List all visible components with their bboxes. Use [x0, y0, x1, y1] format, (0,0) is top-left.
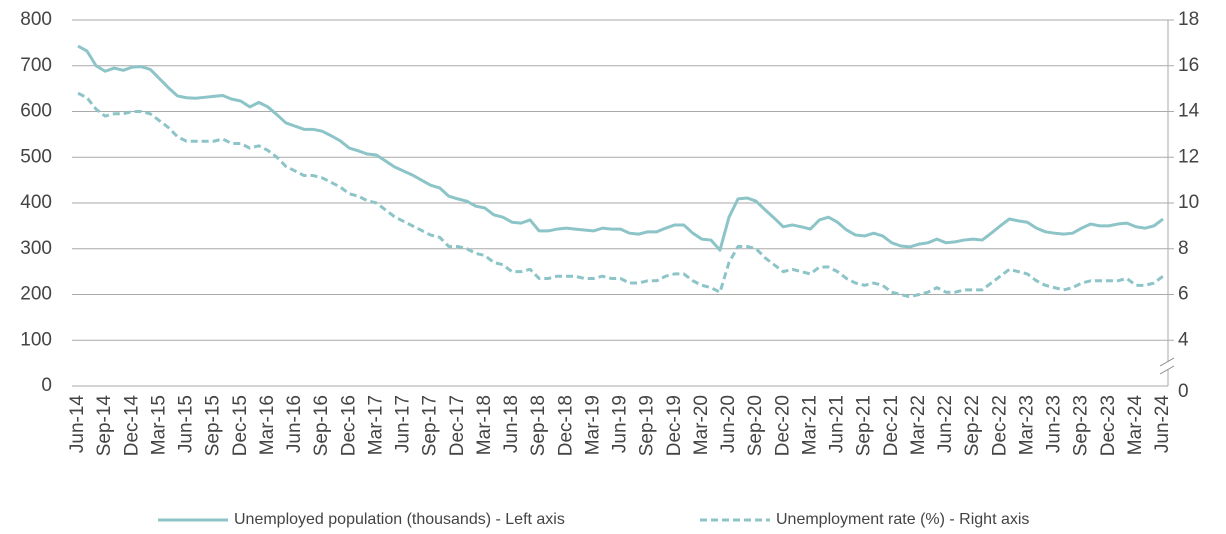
- x-tick-label: Dec-23: [1098, 395, 1119, 456]
- y-tick-label: 100: [20, 329, 52, 350]
- x-tick-label: Jun-20: [718, 395, 739, 453]
- x-tick-label: Sep-21: [854, 395, 875, 456]
- axis-break: [1159, 357, 1175, 367]
- x-tick-label: Mar-19: [582, 395, 603, 455]
- x-tick-label: Dec-17: [447, 395, 468, 456]
- y-tick-label: 0: [41, 375, 52, 396]
- x-tick-label: Mar-18: [474, 395, 495, 455]
- y-tick-label: 500: [20, 146, 52, 167]
- x-tick-label: Jun-17: [393, 395, 414, 453]
- y2-tick-label: 12: [1178, 146, 1199, 167]
- x-tick-label: Sep-23: [1071, 395, 1092, 456]
- x-tick-label: Jun-21: [827, 395, 848, 453]
- series-line: [77, 44, 1164, 252]
- x-tick-label: Mar-20: [691, 395, 712, 455]
- x-tick-label: Dec-22: [989, 395, 1010, 456]
- x-tick-label: Mar-17: [365, 395, 386, 455]
- x-tick-label: Jun-22: [935, 395, 956, 453]
- x-tick-label: Mar-24: [1125, 395, 1146, 456]
- y-tick-label: 200: [20, 284, 52, 305]
- x-tick-label: Dec-18: [555, 395, 576, 456]
- y-tick-label: 700: [20, 55, 52, 76]
- x-tick-label: Mar-15: [148, 395, 169, 455]
- x-tick-label: Sep-20: [745, 395, 766, 456]
- x-tick-label: Dec-14: [121, 395, 142, 457]
- x-tick-label: Dec-20: [772, 395, 793, 456]
- legend-label: Unemployed population (thousands) - Left…: [234, 511, 565, 528]
- x-tick-label: Sep-16: [311, 395, 332, 456]
- series-line: [77, 91, 1164, 299]
- y2-break-label: 0: [1178, 381, 1189, 402]
- legend-label: Unemployment rate (%) - Right axis: [776, 511, 1029, 528]
- x-tick-label: Dec-15: [230, 395, 251, 456]
- x-tick-label: Dec-19: [664, 395, 685, 456]
- y2-tick-label: 4: [1178, 329, 1189, 350]
- y-tick-label: 800: [20, 9, 52, 30]
- x-tick-label: Sep-14: [94, 395, 115, 457]
- axis-break: [1159, 365, 1175, 375]
- x-tick-label: Jun-15: [176, 395, 197, 453]
- y2-tick-label: 8: [1178, 238, 1189, 259]
- x-tick-label: Dec-21: [881, 395, 902, 456]
- x-tick-label: Jun-19: [610, 395, 631, 453]
- y2-tick-label: 18: [1178, 9, 1199, 30]
- y2-tick-label: 14: [1178, 101, 1200, 122]
- y-tick-label: 300: [20, 238, 52, 259]
- x-tick-label: Jun-14: [67, 395, 88, 454]
- x-tick-label: Mar-22: [908, 395, 929, 455]
- y-tick-label: 400: [20, 192, 52, 213]
- x-tick-label: Sep-22: [962, 395, 983, 456]
- x-tick-label: Jun-23: [1044, 395, 1065, 453]
- x-tick-label: Mar-21: [799, 395, 820, 455]
- x-tick-label: Jun-24: [1152, 395, 1173, 454]
- x-tick-label: Jun-16: [284, 395, 305, 453]
- y2-tick-label: 6: [1178, 284, 1189, 305]
- axis-break-gap: [1164, 362, 1172, 370]
- x-tick-label: Jun-18: [501, 395, 522, 453]
- x-tick-label: Sep-19: [637, 395, 658, 456]
- x-tick-label: Mar-23: [1016, 395, 1037, 455]
- x-tick-label: Dec-16: [338, 395, 359, 456]
- x-tick-label: Sep-15: [203, 395, 224, 456]
- x-tick-label: Mar-16: [257, 395, 278, 455]
- y2-tick-label: 16: [1178, 55, 1199, 76]
- y2-tick-label: 10: [1178, 192, 1199, 213]
- y-tick-label: 600: [20, 101, 52, 122]
- x-tick-label: Sep-18: [528, 395, 549, 456]
- x-tick-label: Sep-17: [420, 395, 441, 456]
